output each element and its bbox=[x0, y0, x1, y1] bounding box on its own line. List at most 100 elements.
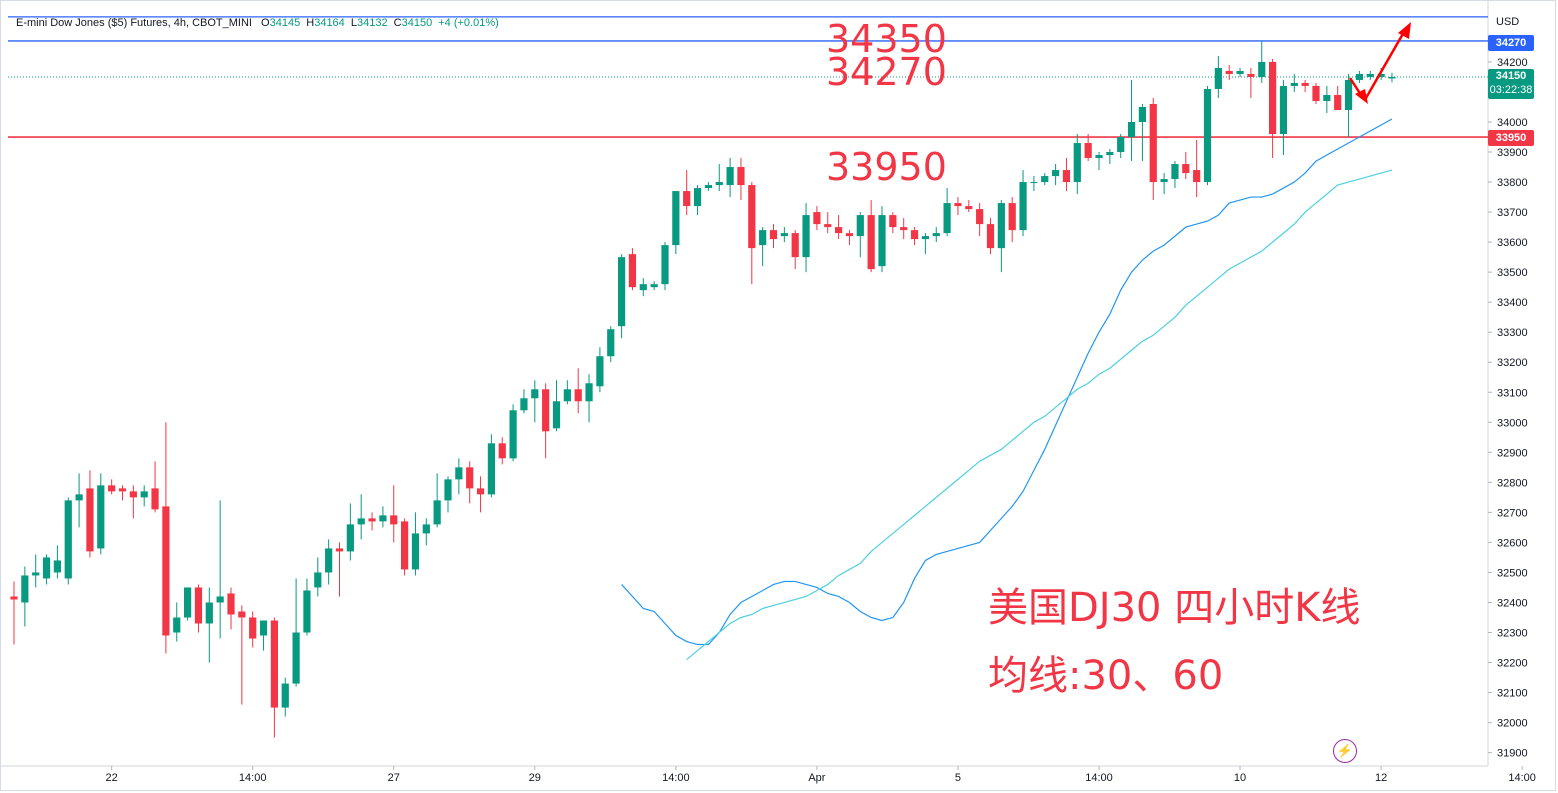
candle-body bbox=[487, 443, 495, 495]
currency-label: USD bbox=[1496, 16, 1520, 28]
candle-body bbox=[42, 557, 51, 579]
candle-body bbox=[129, 491, 137, 498]
x-tick-label: 27 bbox=[388, 772, 400, 784]
candle-body bbox=[1041, 176, 1049, 183]
candle-body bbox=[596, 356, 604, 387]
candle-body bbox=[1106, 152, 1114, 156]
candle-body bbox=[53, 560, 61, 573]
y-tick-label: 32800 bbox=[1497, 477, 1528, 489]
y-tick-label: 33300 bbox=[1497, 327, 1528, 339]
y-tick-label: 33800 bbox=[1497, 177, 1528, 189]
candle-body bbox=[910, 230, 919, 240]
y-tick-label: 33900 bbox=[1497, 147, 1528, 159]
candle-body bbox=[1073, 143, 1081, 183]
y-tick-label: 34000 bbox=[1497, 117, 1528, 129]
candle-body bbox=[639, 284, 647, 291]
candle-body bbox=[986, 224, 995, 249]
candle-body bbox=[108, 485, 116, 492]
candle-body bbox=[422, 524, 430, 534]
candle-body bbox=[867, 215, 875, 270]
candle-body bbox=[1182, 164, 1190, 174]
candle-body bbox=[780, 233, 788, 237]
candle-body bbox=[1160, 179, 1168, 183]
candle-body bbox=[889, 215, 897, 228]
candle-body bbox=[791, 233, 799, 258]
candle-body bbox=[118, 488, 127, 492]
candle-body bbox=[900, 227, 908, 231]
candle-body bbox=[1095, 155, 1103, 159]
candle-body bbox=[954, 203, 962, 207]
candle-body bbox=[476, 488, 485, 495]
candle-body bbox=[618, 257, 626, 327]
candle-body bbox=[704, 185, 712, 189]
y-tick-label: 32900 bbox=[1497, 447, 1528, 459]
candle-body bbox=[661, 245, 669, 285]
candle-body bbox=[368, 518, 376, 522]
candle-body bbox=[173, 617, 181, 633]
candle-body bbox=[737, 167, 745, 186]
candle-body bbox=[75, 494, 83, 501]
candle-body bbox=[1008, 203, 1016, 231]
y-tick-label: 33700 bbox=[1497, 207, 1528, 219]
x-tick-label: 14:00 bbox=[1085, 772, 1113, 784]
candle-body bbox=[759, 230, 767, 246]
countdown-value: 03:22:38 bbox=[1489, 84, 1533, 96]
candle-body bbox=[1138, 106, 1146, 122]
candle-body bbox=[390, 515, 398, 525]
candle-body bbox=[802, 215, 810, 258]
ma-60-line bbox=[686, 169, 1393, 660]
y-tick-label: 32300 bbox=[1497, 628, 1528, 640]
candle-body bbox=[227, 593, 235, 615]
y-tick-label: 33400 bbox=[1497, 297, 1528, 309]
y-tick-label: 32400 bbox=[1497, 597, 1528, 609]
x-tick-label: 10 bbox=[1234, 772, 1246, 784]
candle-body bbox=[976, 209, 984, 225]
y-tick-label: 32500 bbox=[1497, 567, 1528, 579]
candle-body bbox=[921, 236, 929, 240]
candle-body bbox=[1301, 82, 1309, 86]
y-tick-label: 33500 bbox=[1497, 267, 1528, 279]
candle-body bbox=[270, 620, 278, 708]
x-tick-label: 12 bbox=[1375, 772, 1387, 784]
candle-body bbox=[314, 572, 322, 588]
high-value: 34164 bbox=[314, 17, 345, 29]
candle-body bbox=[1247, 73, 1255, 77]
candle-body bbox=[1323, 94, 1331, 101]
change-value: +4 (+0.01%) bbox=[438, 17, 499, 29]
candle-body bbox=[1279, 85, 1288, 135]
candle-body bbox=[401, 521, 409, 570]
candle-body bbox=[1344, 79, 1353, 110]
candle-body bbox=[32, 572, 40, 576]
candle-body bbox=[1203, 88, 1212, 183]
candle-body bbox=[1052, 170, 1060, 177]
candle-body bbox=[259, 620, 268, 636]
candle-body bbox=[1236, 70, 1244, 74]
candle-body bbox=[444, 479, 452, 501]
arrow-down-head bbox=[1355, 89, 1368, 104]
symbol-title: E-mini Dow Jones ($5) Futures, 4h, CBOT_… bbox=[16, 17, 252, 29]
candle-body bbox=[1377, 73, 1385, 77]
y-tick-label: 32100 bbox=[1497, 688, 1528, 700]
annotation-34350: 34350 bbox=[826, 17, 947, 61]
candle-body bbox=[1269, 61, 1277, 135]
candle-body bbox=[650, 284, 658, 288]
annotation-subtitle: 均线:30、60 bbox=[988, 653, 1224, 699]
candle-body bbox=[1030, 182, 1038, 184]
candle-body bbox=[1019, 182, 1027, 231]
candle-body bbox=[346, 524, 354, 552]
candle-body bbox=[748, 185, 756, 249]
candle-body bbox=[498, 443, 506, 459]
candle-body bbox=[357, 518, 365, 525]
lightning-icon[interactable]: ⚡ bbox=[1333, 739, 1357, 763]
candle-body bbox=[845, 233, 854, 237]
candle-body bbox=[1225, 70, 1233, 74]
candle-body bbox=[140, 491, 148, 498]
candle-body bbox=[64, 500, 72, 579]
candle-body bbox=[943, 203, 951, 234]
last-price-value: 34150 bbox=[1495, 70, 1527, 82]
x-tick-label: 22 bbox=[106, 772, 118, 784]
ma-30-line bbox=[621, 118, 1393, 646]
candle-body bbox=[531, 389, 539, 399]
candle-body bbox=[1366, 73, 1374, 77]
